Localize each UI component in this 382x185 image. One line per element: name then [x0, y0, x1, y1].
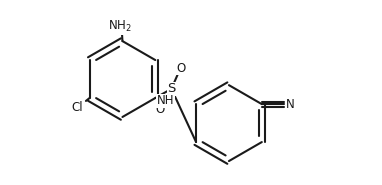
- Text: S: S: [167, 82, 176, 95]
- Text: NH$_2$: NH$_2$: [108, 19, 132, 34]
- Text: Cl: Cl: [71, 101, 83, 114]
- Text: NH: NH: [157, 94, 175, 107]
- Text: O: O: [176, 62, 186, 75]
- Text: N: N: [286, 98, 295, 111]
- Text: O: O: [156, 103, 165, 116]
